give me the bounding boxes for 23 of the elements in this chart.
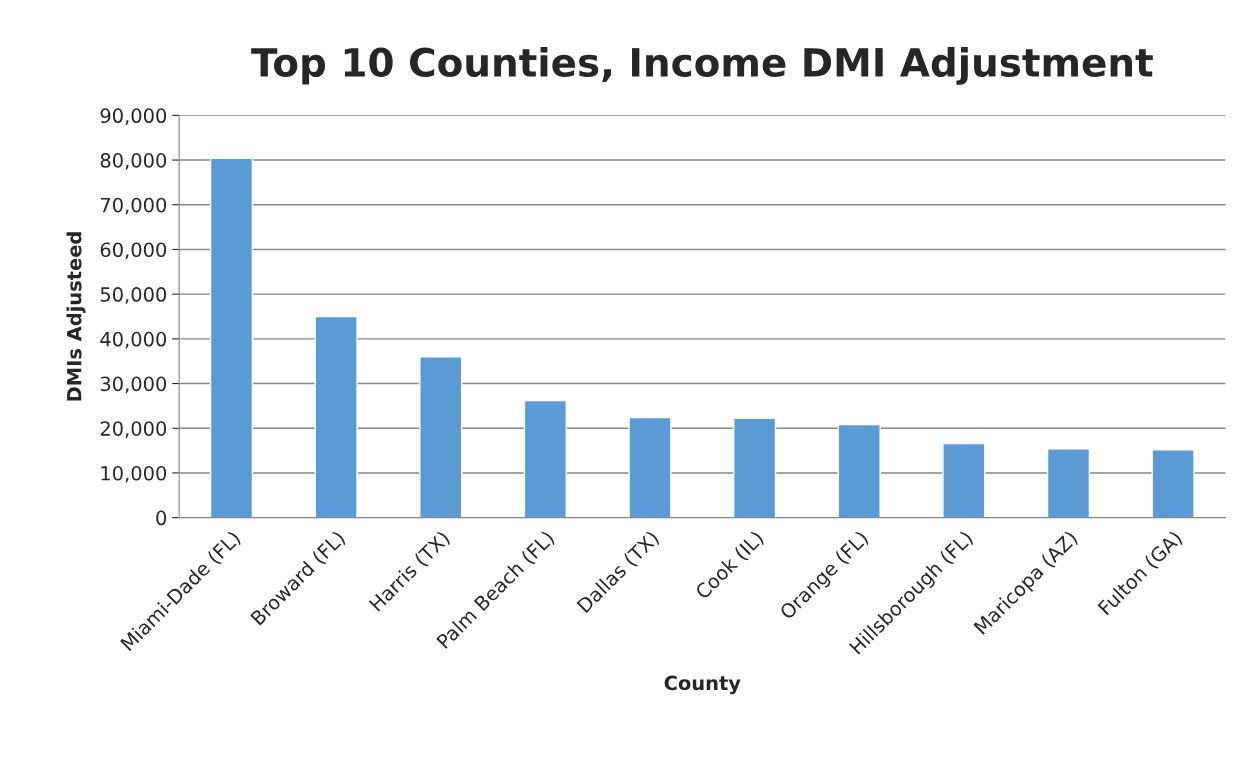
- y-tick-label: 80,000: [100, 153, 167, 170]
- y-tick-label: 50,000: [100, 287, 167, 304]
- bar: [419, 356, 463, 518]
- x-axis-title: County: [664, 675, 741, 695]
- y-tick-label: 90,000: [100, 108, 167, 126]
- y-axis-title: DMIs Adjusteed: [66, 232, 86, 401]
- bar: [523, 399, 567, 518]
- y-tick-label: 0: [156, 510, 167, 526]
- y-tick-label: 60,000: [100, 242, 167, 260]
- bar: [1046, 448, 1091, 518]
- bar: [732, 417, 777, 518]
- bar: [628, 416, 672, 518]
- bar: [1151, 449, 1195, 518]
- chart-title: Top 10 Counties, Income DMI Adjustment: [251, 46, 1153, 85]
- y-tick-label: 10,000: [101, 465, 167, 483]
- y-tick-label: 70,000: [100, 197, 167, 215]
- y-tick-label: 30,000: [100, 376, 167, 394]
- y-tick-label: 40,000: [100, 331, 167, 349]
- bar: [942, 442, 986, 518]
- y-tick-label: 20,000: [100, 421, 167, 438]
- bar: [314, 315, 358, 518]
- bar: [837, 423, 881, 518]
- bar: [209, 157, 254, 518]
